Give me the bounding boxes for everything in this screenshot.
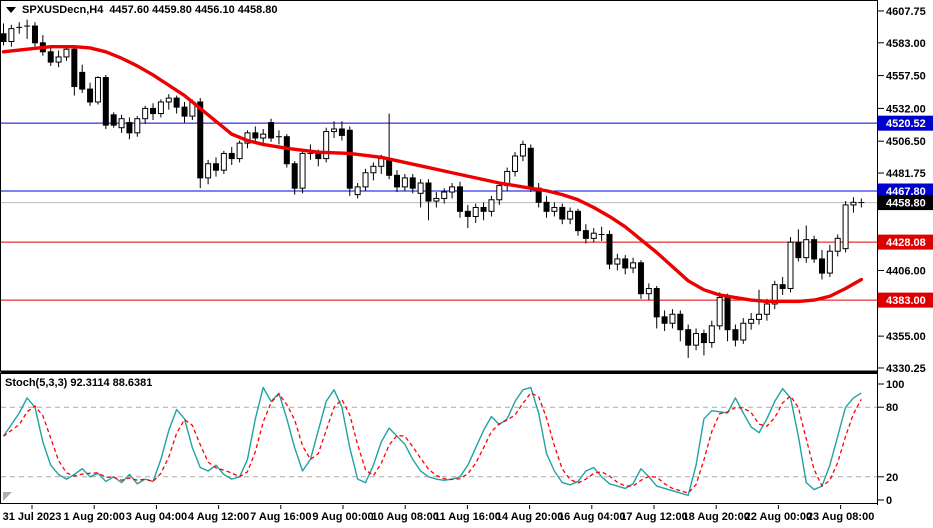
stoch-k-line [2,386,862,497]
svg-text:4406.00: 4406.00 [886,266,926,278]
time-axis[interactable]: 31 Jul 2023 1 Aug 20:00 3 Aug 04:00 4 Aug 1… [3,505,875,523]
scroll-anchor-icon[interactable] [3,492,12,501]
svg-text:4330.25: 4330.25 [886,363,926,375]
svg-text:16 Aug 04:00: 16 Aug 04:00 [558,511,625,523]
indicator-values: 92.3114 88.6381 [70,377,153,389]
pane-borders [0,0,878,505]
stochastic-panel[interactable] [1,386,877,497]
svg-text:4607.75: 4607.75 [886,6,926,18]
horizontal-levels[interactable] [1,122,877,301]
indicator-name: Stoch(5,3,3) [5,377,68,389]
price-badge-4458.80 [878,195,933,211]
svg-text:4532.00: 4532.00 [886,103,926,115]
svg-text:4583.00: 4583.00 [886,38,926,50]
symbol-period-label: SPXUSDecn,H4 [22,4,104,16]
svg-text:20: 20 [886,472,898,484]
svg-text:100: 100 [886,379,904,391]
svg-text:17 Aug 12:00: 17 Aug 12:00 [620,511,687,523]
stoch-d-line [3,392,862,494]
symbol-dropdown-icon[interactable] [6,7,16,13]
svg-text:4467.80: 4467.80 [886,186,926,198]
svg-text:4520.52: 4520.52 [886,118,926,130]
chart-title-bar: SPXUSDecn,H4 4457.60 4459.80 4456.10 445… [6,4,278,16]
svg-text:31 Jul 2023: 31 Jul 2023 [3,511,62,523]
svg-text:22 Aug 00:00: 22 Aug 00:00 [745,511,812,523]
price-badge-4520.52 [878,115,933,131]
svg-text:23 Aug 08:00: 23 Aug 08:00 [807,511,874,523]
svg-text:9 Aug 00:00: 9 Aug 00:00 [312,511,373,523]
ohlc-readout: 4457.60 4459.80 4456.10 4458.80 [109,4,278,16]
svg-text:7 Aug 16:00: 7 Aug 16:00 [250,511,311,523]
svg-text:10 Aug 08:00: 10 Aug 08:00 [371,511,438,523]
svg-text:18 Aug 20:00: 18 Aug 20:00 [682,511,749,523]
svg-text:4 Aug 12:00: 4 Aug 12:00 [188,511,249,523]
price-badge-4383.00 [878,292,933,308]
svg-text:4506.50: 4506.50 [886,136,926,148]
price-axis[interactable]: 4607.75 4583.00 4557.50 4532.00 4506.50 4481.… [877,6,933,507]
svg-text:4355.00: 4355.00 [886,331,926,343]
price-badge-4467.80 [878,183,933,199]
svg-text:14 Aug 20:00: 14 Aug 20:00 [496,511,563,523]
svg-text:4458.80: 4458.80 [886,198,926,210]
stochastic-indicator-label: Stoch(5,3,3) 92.3114 88.6381 [5,377,152,389]
svg-text:80: 80 [886,402,898,414]
moving-average-line [1,44,864,304]
svg-text:4428.08: 4428.08 [886,237,926,249]
svg-text:3 Aug 04:00: 3 Aug 04:00 [126,511,187,523]
price-badge-4428.08 [878,234,933,250]
svg-text:0: 0 [886,495,892,507]
svg-text:11 Aug 16:00: 11 Aug 16:00 [434,511,501,523]
candles-layer[interactable] [0,19,865,359]
svg-text:4557.50: 4557.50 [886,71,926,83]
svg-text:4383.00: 4383.00 [886,295,926,307]
svg-text:1 Aug 20:00: 1 Aug 20:00 [64,511,125,523]
svg-text:4481.75: 4481.75 [886,168,926,180]
